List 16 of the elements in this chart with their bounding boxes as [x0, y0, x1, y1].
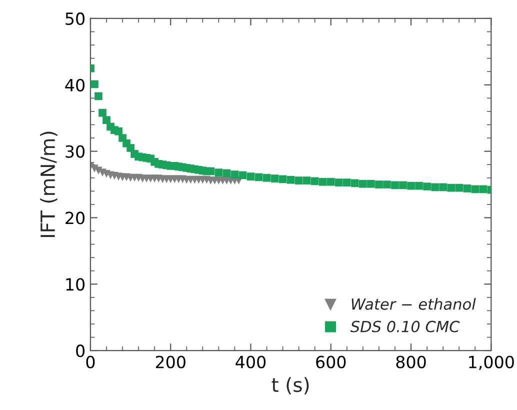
y-axis-title: IFT (mN/m)	[40, 132, 58, 237]
x-tick-label: 1,000	[469, 356, 514, 370]
legend-label: Water − ethanol	[352, 298, 476, 310]
x-tick-label: 600	[316, 356, 346, 368]
x-tick-label: 800	[396, 356, 426, 368]
y-tick-label: 40	[65, 78, 85, 92]
y-tick-label: 10	[66, 278, 85, 291]
x-tick-label: 400	[236, 356, 266, 368]
x-tick-label: 0	[86, 356, 95, 368]
y-tick-label: 50	[66, 12, 85, 26]
y-tick-label: 20	[66, 212, 85, 224]
legend-label: SDS 0.10 CMC	[350, 320, 460, 332]
y-tick-label: 30	[66, 145, 85, 158]
x-tick-label: 200	[156, 356, 186, 368]
y-tick-label: 0	[76, 344, 85, 358]
x-axis-title: t (s)	[272, 377, 309, 394]
